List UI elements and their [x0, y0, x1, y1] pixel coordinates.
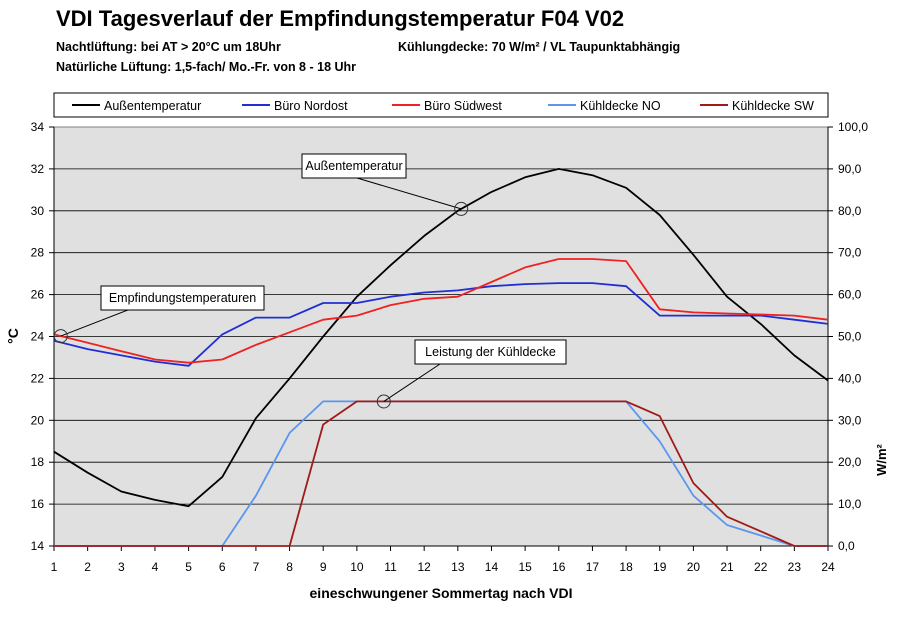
y2-tick-label: 50,0 — [838, 330, 862, 344]
annotation-text-3: Leistung der Kühldecke — [425, 345, 556, 359]
series-line-5 — [54, 400, 828, 547]
x-tick-label: 20 — [687, 560, 701, 574]
x-tick-label: 2 — [84, 560, 91, 574]
annotation-box-2 — [100, 285, 265, 311]
subtitle-night-ventilation: Nachtlüftung: bei AT > 20°C um 18Uhr — [56, 40, 281, 54]
y2-tick-label: 30,0 — [838, 413, 862, 427]
series-line-3 — [53, 258, 829, 364]
annotation-marker-2 — [53, 329, 68, 344]
y-tick-label: 14 — [31, 539, 45, 553]
legend-label-1: Außentemperatur — [104, 99, 201, 113]
x-tick-label: 11 — [384, 560, 397, 574]
annotation-leader-1 — [356, 177, 462, 210]
y-tick-label: 28 — [31, 246, 45, 260]
x-tick-label: 21 — [720, 560, 734, 574]
y-tick-label: 18 — [31, 455, 45, 469]
series-line-2 — [53, 282, 829, 367]
y2-tick-label: 20,0 — [838, 455, 862, 469]
series-line-1 — [53, 167, 829, 508]
annotation-leader-3 — [383, 363, 441, 402]
y2-tick-label: 70,0 — [838, 246, 862, 260]
y-tick-label: 22 — [31, 371, 45, 385]
y2-tick-label: 60,0 — [838, 288, 862, 302]
x-tick-label: 8 — [286, 560, 293, 574]
y2-tick-label: 100,0 — [838, 120, 868, 134]
annotation-box-3 — [414, 339, 567, 365]
subtitle-natural-ventilation: Natürliche Lüftung: 1,5-fach/ Mo.-Fr. vo… — [56, 60, 357, 74]
annotation-text-2: Empfindungstemperaturen — [109, 291, 256, 305]
x-tick-label: 10 — [350, 560, 364, 574]
y-tick-label: 32 — [31, 162, 45, 176]
y-tick-label: 20 — [31, 413, 45, 427]
annotation-leader-2 — [60, 309, 129, 337]
legend-label-5: Kühldecke SW — [732, 99, 814, 113]
x-tick-label: 3 — [118, 560, 125, 574]
x-tick-label: 4 — [152, 560, 159, 574]
x-tick-label: 12 — [417, 560, 431, 574]
x-tick-label: 17 — [586, 560, 600, 574]
y2-tick-label: 80,0 — [838, 204, 862, 218]
x-tick-label: 14 — [485, 560, 499, 574]
y2-tick-label: 40,0 — [838, 371, 862, 385]
y2-axis-label: W/m² — [874, 443, 889, 475]
annotation-box-1 — [301, 153, 407, 179]
x-tick-label: 19 — [653, 560, 667, 574]
x-tick-label: 23 — [788, 560, 802, 574]
y2-tick-label: 90,0 — [838, 162, 862, 176]
x-tick-label: 18 — [619, 560, 633, 574]
y-tick-label: 24 — [31, 330, 45, 344]
x-tick-label: 1 — [51, 560, 58, 574]
x-tick-label: 22 — [754, 560, 768, 574]
x-tick-label: 7 — [253, 560, 260, 574]
legend-label-3: Büro Südwest — [424, 99, 502, 113]
annotation-marker-1 — [454, 201, 469, 216]
legend-label-4: Kühldecke NO — [580, 99, 661, 113]
subtitle-cooling-ceiling: Kühlungdecke: 70 W/m² / VL Taupunktabhän… — [398, 40, 681, 54]
annotation-marker-3 — [376, 394, 391, 409]
y-tick-label: 26 — [31, 288, 45, 302]
annotation-text-1: Außentemperatur — [305, 159, 402, 173]
x-tick-label: 13 — [451, 560, 465, 574]
y2-tick-label: 0,0 — [838, 539, 855, 553]
y-tick-label: 16 — [31, 497, 45, 511]
legend — [53, 92, 829, 118]
y2-tick-label: 10,0 — [838, 497, 862, 511]
y-axis-label: °C — [5, 328, 21, 344]
chart-title: VDI Tagesverlauf der Empfindungstemperat… — [56, 6, 625, 31]
y-tick-label: 34 — [31, 120, 45, 134]
x-tick-label: 24 — [821, 560, 835, 574]
x-tick-label: 16 — [552, 560, 566, 574]
x-tick-label: 15 — [518, 560, 532, 574]
x-tick-label: 9 — [320, 560, 327, 574]
x-axis-label: eineschwungener Sommertag nach VDI — [310, 585, 573, 601]
x-tick-label: 6 — [219, 560, 226, 574]
y-tick-label: 30 — [31, 204, 45, 218]
x-tick-label: 5 — [185, 560, 192, 574]
legend-label-2: Büro Nordost — [274, 99, 348, 113]
